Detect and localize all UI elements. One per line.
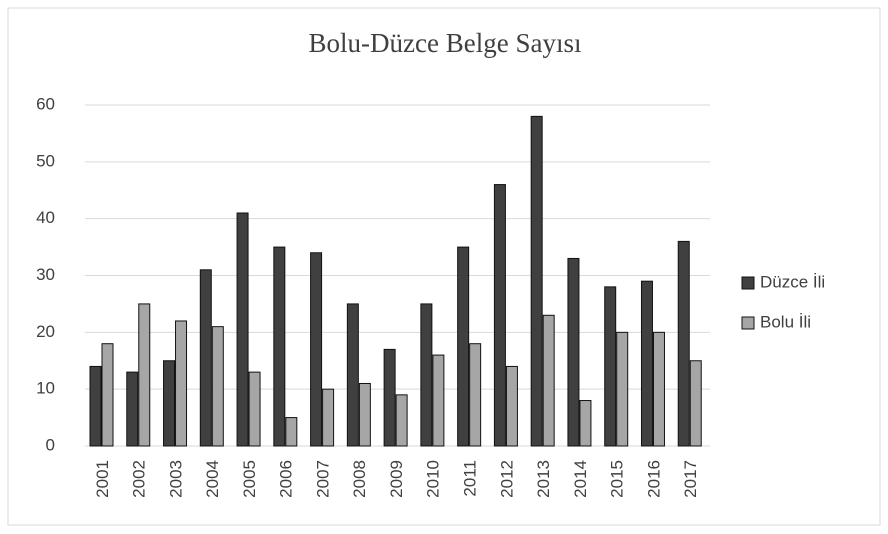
bar <box>505 365 518 447</box>
bar <box>457 246 470 447</box>
x-tick-label: 2002 <box>130 460 149 498</box>
bar <box>604 286 617 447</box>
bar <box>689 360 702 447</box>
legend-swatch <box>741 276 755 290</box>
x-tick-label: 2016 <box>644 460 663 498</box>
chart-border <box>7 7 881 526</box>
legend-label: Bolu İli <box>760 312 811 331</box>
bar <box>248 371 261 447</box>
x-tick-label: 2017 <box>681 460 700 498</box>
bar <box>469 343 482 447</box>
x-tick-label: 2011 <box>461 460 480 497</box>
legend-swatch <box>741 316 755 330</box>
bar <box>432 354 445 447</box>
x-tick-label: 2001 <box>93 460 112 498</box>
bar <box>677 240 690 447</box>
y-tick-label: 0 <box>46 435 55 454</box>
bar <box>652 331 665 447</box>
bar <box>199 269 212 447</box>
bar <box>273 246 286 447</box>
bar <box>126 371 139 447</box>
bar <box>383 348 396 447</box>
y-tick-label: 40 <box>36 208 55 227</box>
bar <box>616 331 629 447</box>
chart-title: Bolu-Düzce Belge Sayısı <box>309 28 582 58</box>
y-tick-label: 60 <box>36 94 55 113</box>
bar <box>175 320 188 447</box>
bar <box>579 400 592 447</box>
bar <box>420 303 433 447</box>
bar <box>285 417 298 447</box>
x-tick-label: 2008 <box>350 460 369 498</box>
bar <box>236 212 249 447</box>
bar <box>89 365 102 447</box>
x-tick-label: 2004 <box>203 460 222 498</box>
x-tick-label: 2010 <box>424 460 443 498</box>
x-tick-label: 2007 <box>313 460 332 498</box>
bar <box>395 394 408 447</box>
bar <box>163 360 176 447</box>
x-tick-label: 2014 <box>571 460 590 498</box>
bar <box>101 343 114 447</box>
y-tick-label: 50 <box>36 151 55 170</box>
legend-label: Düzce İli <box>760 272 825 291</box>
x-tick-label: 2003 <box>166 460 185 498</box>
bar <box>530 115 543 447</box>
bar <box>211 326 224 447</box>
x-tick-label: 2009 <box>387 460 406 498</box>
x-tick-label: 2013 <box>534 460 553 498</box>
x-tick-label: 2006 <box>277 460 296 498</box>
bar <box>542 314 555 447</box>
bar <box>567 257 580 447</box>
bar <box>346 303 359 447</box>
bar <box>358 382 371 447</box>
bar <box>322 388 335 447</box>
bar <box>310 252 323 447</box>
y-tick-label: 20 <box>36 322 55 341</box>
bar <box>640 280 653 447</box>
x-tick-label: 2015 <box>608 460 627 498</box>
y-tick-label: 10 <box>36 379 55 398</box>
x-tick-label: 2012 <box>497 460 516 498</box>
x-tick-label: 2005 <box>240 460 259 498</box>
bar <box>138 303 151 447</box>
y-tick-label: 30 <box>36 265 55 284</box>
bar <box>493 184 506 447</box>
